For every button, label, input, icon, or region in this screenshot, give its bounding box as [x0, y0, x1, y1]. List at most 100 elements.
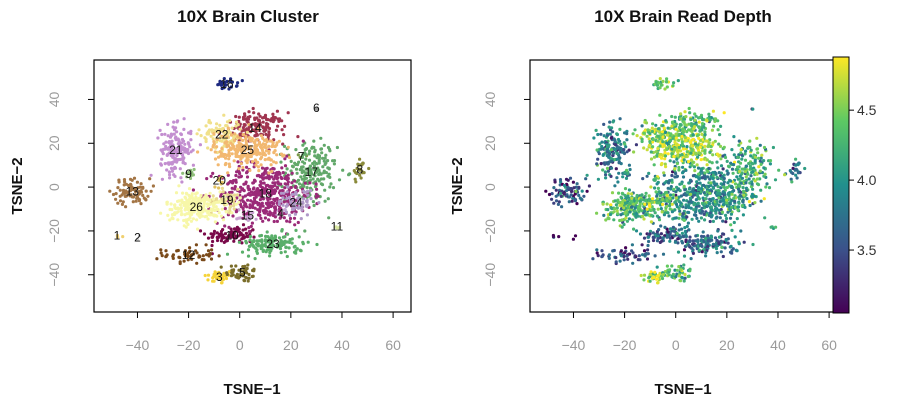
read-depth-point — [682, 198, 686, 202]
cluster-point — [287, 195, 291, 199]
read-depth-point — [625, 138, 629, 142]
read-depth-point — [753, 159, 757, 163]
cluster-point — [173, 136, 177, 140]
cluster-point — [275, 242, 279, 246]
read-depth-point — [711, 153, 715, 157]
cluster-point — [327, 172, 331, 176]
cluster-point — [347, 173, 351, 177]
cluster-point — [261, 177, 265, 181]
cluster-point — [118, 188, 122, 192]
read-depth-point — [606, 169, 611, 173]
cluster-point — [272, 160, 276, 164]
cluster-point — [194, 192, 198, 196]
cluster-point — [196, 150, 200, 154]
read-depth-point — [694, 114, 698, 118]
read-depth-point — [639, 273, 643, 278]
read-depth-point — [796, 171, 801, 175]
cluster-point — [255, 133, 259, 137]
cluster-point — [251, 205, 255, 210]
read-depth-point — [739, 148, 743, 152]
cluster-point — [331, 186, 336, 190]
read-depth-point — [681, 171, 685, 175]
cluster-point — [295, 171, 299, 175]
cluster-point — [237, 115, 241, 119]
read-depth-point — [692, 208, 696, 212]
read-depth-point — [684, 238, 688, 242]
cluster-point — [216, 163, 220, 167]
read-depth-point — [566, 185, 570, 190]
cluster-point — [249, 145, 253, 149]
read-depth-point — [657, 81, 661, 85]
cluster-label: 19 — [220, 193, 234, 207]
read-depth-point — [706, 234, 710, 238]
read-depth-point — [721, 154, 725, 158]
x-tick-label: 20 — [719, 337, 735, 353]
cluster-point — [180, 212, 184, 216]
cluster-point — [307, 170, 311, 174]
cluster-point — [290, 192, 295, 197]
read-depth-point — [609, 203, 613, 207]
cluster-point — [186, 148, 190, 152]
read-depth-point — [695, 163, 699, 167]
cluster-point — [149, 173, 153, 177]
read-depth-point — [743, 152, 747, 156]
cluster-point — [209, 174, 213, 178]
read-depth-point — [656, 274, 660, 278]
cluster-point — [244, 142, 248, 146]
cluster-point — [248, 155, 252, 159]
cluster-point — [220, 127, 225, 131]
cluster-point — [263, 190, 267, 194]
read-depth-point — [665, 194, 670, 198]
read-depth-point — [702, 212, 706, 216]
read-depth-point — [691, 188, 695, 192]
read-depth-point — [627, 163, 632, 167]
cluster-point — [298, 168, 302, 172]
cluster-point — [265, 176, 269, 180]
read-depth-point — [717, 171, 721, 175]
read-depth-point — [737, 242, 741, 246]
read-depth-point — [730, 251, 734, 255]
read-depth-point — [634, 229, 639, 233]
read-depth-point — [762, 159, 766, 163]
cluster-point — [278, 172, 282, 176]
cluster-point — [236, 135, 240, 139]
read-depth-point — [604, 218, 608, 222]
read-depth-point — [615, 206, 619, 210]
cluster-panel: 10X Brain Cluster 1 234567891011121314151… — [9, 7, 412, 398]
cluster-point — [211, 197, 215, 201]
read-depth-point — [650, 200, 655, 204]
read-depth-point — [680, 137, 684, 141]
cluster-point — [229, 194, 233, 198]
read-depth-point — [681, 127, 685, 131]
read-depth-point — [773, 178, 778, 182]
read-depth-point — [713, 202, 717, 206]
cluster-point — [275, 173, 279, 177]
x-tick-label: −40 — [562, 337, 586, 353]
read-depth-point — [656, 147, 660, 151]
cluster-point — [251, 228, 255, 232]
cluster-point — [197, 254, 201, 258]
read-depth-point — [625, 172, 630, 176]
read-depth-point — [706, 169, 710, 173]
cluster-point — [169, 144, 173, 148]
read-depth-point — [653, 211, 657, 215]
cluster-point — [215, 197, 219, 201]
read-depth-point — [670, 173, 674, 178]
read-depth-point — [685, 150, 689, 154]
cluster-point — [285, 203, 289, 207]
read-depth-point — [737, 153, 741, 157]
read-depth-point — [664, 130, 668, 134]
cluster-point — [224, 161, 228, 166]
cluster-point — [241, 126, 245, 130]
cluster-point — [163, 147, 167, 151]
read-depth-point — [562, 183, 567, 188]
read-depth-point — [720, 210, 725, 214]
cluster-point — [237, 240, 241, 244]
read-depth-point — [767, 186, 772, 190]
cluster-point — [261, 126, 265, 130]
read-depth-point — [675, 162, 680, 166]
cluster-point — [176, 218, 180, 222]
read-depth-point — [655, 214, 660, 218]
cluster-point — [299, 217, 303, 221]
read-depth-point — [763, 216, 767, 220]
